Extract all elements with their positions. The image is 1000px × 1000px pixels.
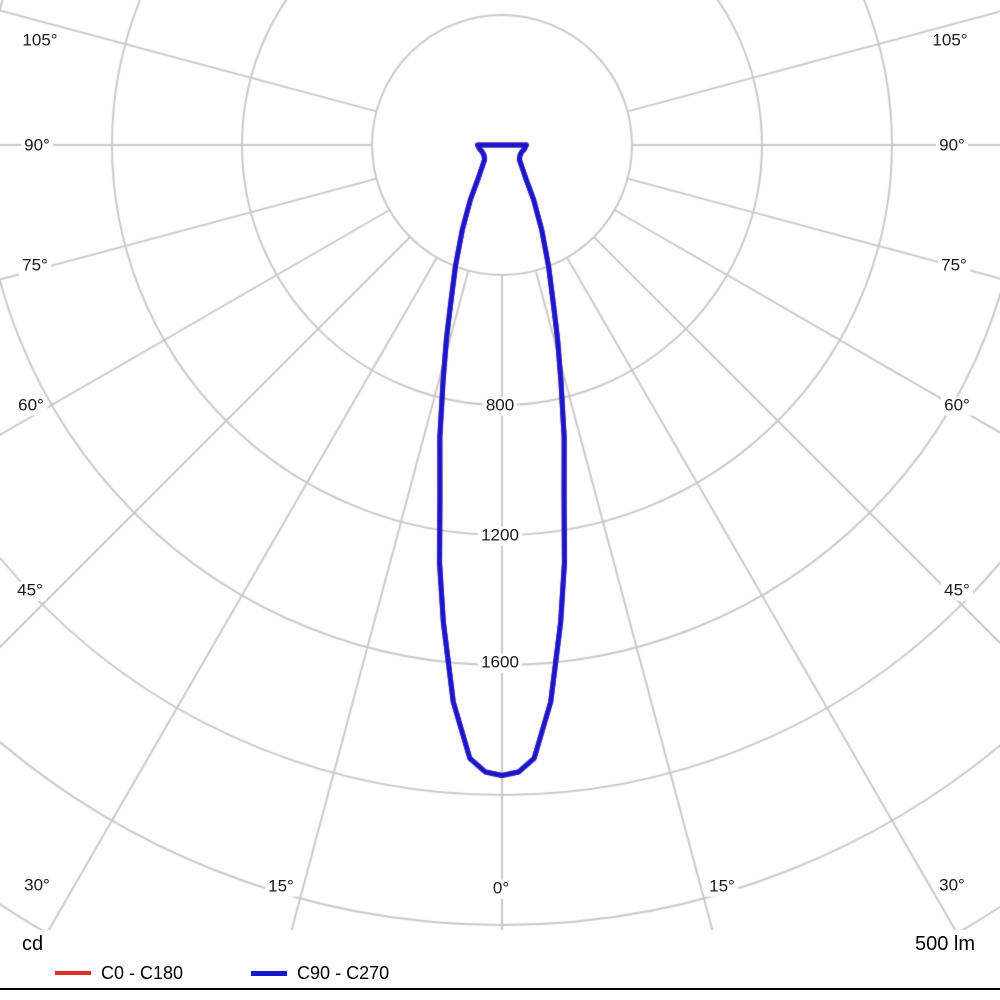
legend: C0 - C180 C90 - C270 — [55, 960, 389, 986]
angle-label: 90° — [21, 136, 53, 156]
luminous-flux-label: 500 lm — [914, 933, 975, 955]
legend-line-c0-c180-icon — [55, 971, 91, 975]
ring-value-label: 1200 — [478, 526, 522, 546]
polar-plot-canvas — [0, 0, 1000, 930]
legend-label-c90-c270: C90 - C270 — [297, 962, 390, 983]
angle-label: 105° — [19, 31, 61, 51]
angle-label: 0° — [489, 879, 513, 899]
angle-label: 30° — [21, 876, 53, 896]
legend-label-c0-c180: C0 - C180 — [101, 962, 184, 983]
ring-value-label: 800 — [482, 396, 518, 416]
legend-item-c0-c180: C0 - C180 — [55, 963, 183, 984]
angle-label: 90° — [936, 136, 968, 156]
angle-label: 75° — [19, 256, 51, 276]
angle-label: 60° — [941, 396, 973, 416]
angle-label: 60° — [15, 396, 47, 416]
angle-label: 105° — [929, 31, 971, 51]
units-label: cd — [22, 933, 44, 955]
ring-value-label: 1600 — [478, 653, 522, 673]
angle-label: 15° — [265, 877, 297, 897]
angle-label: 30° — [936, 876, 968, 896]
legend-item-c90-c270: C90 - C270 — [251, 963, 389, 984]
angle-label: 45° — [14, 581, 46, 601]
angle-label: 45° — [941, 581, 973, 601]
angle-label: 15° — [706, 877, 738, 897]
legend-line-c90-c270-icon — [251, 970, 288, 976]
bottom-divider — [0, 988, 1000, 990]
angle-label: 75° — [938, 256, 970, 276]
